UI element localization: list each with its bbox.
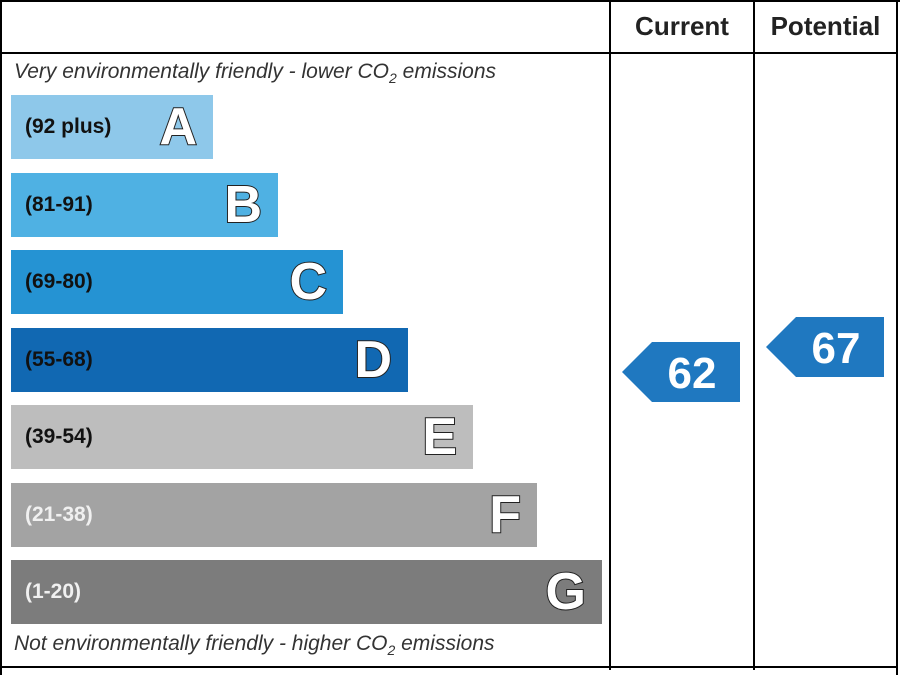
band-letter: G (545, 563, 587, 621)
frame-right-border (896, 0, 898, 675)
top-note-subscript: 2 (389, 70, 397, 87)
band-f: (21-38) F (11, 482, 537, 547)
band-letter: A (158, 98, 198, 156)
bottom-note-text: Not environmentally friendly - higher CO (14, 632, 388, 655)
band-letter: F (488, 485, 522, 544)
band-letter: D (353, 330, 393, 389)
frame-left-border (0, 0, 2, 675)
current-rating-arrow: 62 (622, 342, 740, 403)
top-note-text: Very environmentally friendly - lower CO (14, 60, 390, 83)
bottom-note: Not environmentally friendly - higher CO… (14, 632, 495, 658)
band-range-label: (81-91) (25, 192, 93, 216)
band-e: (39-54) E (11, 405, 473, 469)
band-letter: B (223, 175, 263, 234)
top-note-suffix: emissions (396, 60, 497, 83)
column-divider-2 (753, 0, 755, 670)
header-divider (0, 52, 898, 54)
band-range-label: (55-68) (25, 347, 93, 371)
frame-bottom-border (0, 666, 898, 668)
band-d: (55-68) D (11, 327, 408, 392)
frame-top-border (0, 0, 900, 2)
band-letter: E (421, 408, 458, 466)
top-note: Very environmentally friendly - lower CO… (14, 60, 496, 86)
band-g: (1-20) G (11, 560, 602, 624)
current-arrow-shape (622, 342, 740, 403)
potential-arrow-shape (766, 317, 884, 378)
column-divider-1 (609, 0, 611, 670)
band-range-label: (92 plus) (25, 115, 112, 138)
band-a: (92 plus) A (11, 95, 213, 159)
band-b: (81-91) B (11, 172, 278, 237)
band-range-label: (39-54) (25, 425, 93, 448)
potential-rating-arrow: 67 (766, 317, 884, 378)
current-rating-value: 62 (668, 349, 717, 398)
band-c: (69-80) C (11, 250, 343, 314)
bottom-note-subscript: 2 (387, 642, 396, 659)
bottom-note-suffix: emissions (395, 632, 495, 655)
current-column-header: Current (635, 10, 729, 41)
band-range-label: (1-20) (25, 580, 82, 603)
potential-column-header: Potential (770, 10, 881, 41)
band-range-label: (21-38) (25, 502, 93, 526)
band-range-label: (69-80) (25, 270, 93, 293)
band-letter: C (288, 253, 328, 311)
potential-rating-value: 67 (812, 324, 861, 373)
